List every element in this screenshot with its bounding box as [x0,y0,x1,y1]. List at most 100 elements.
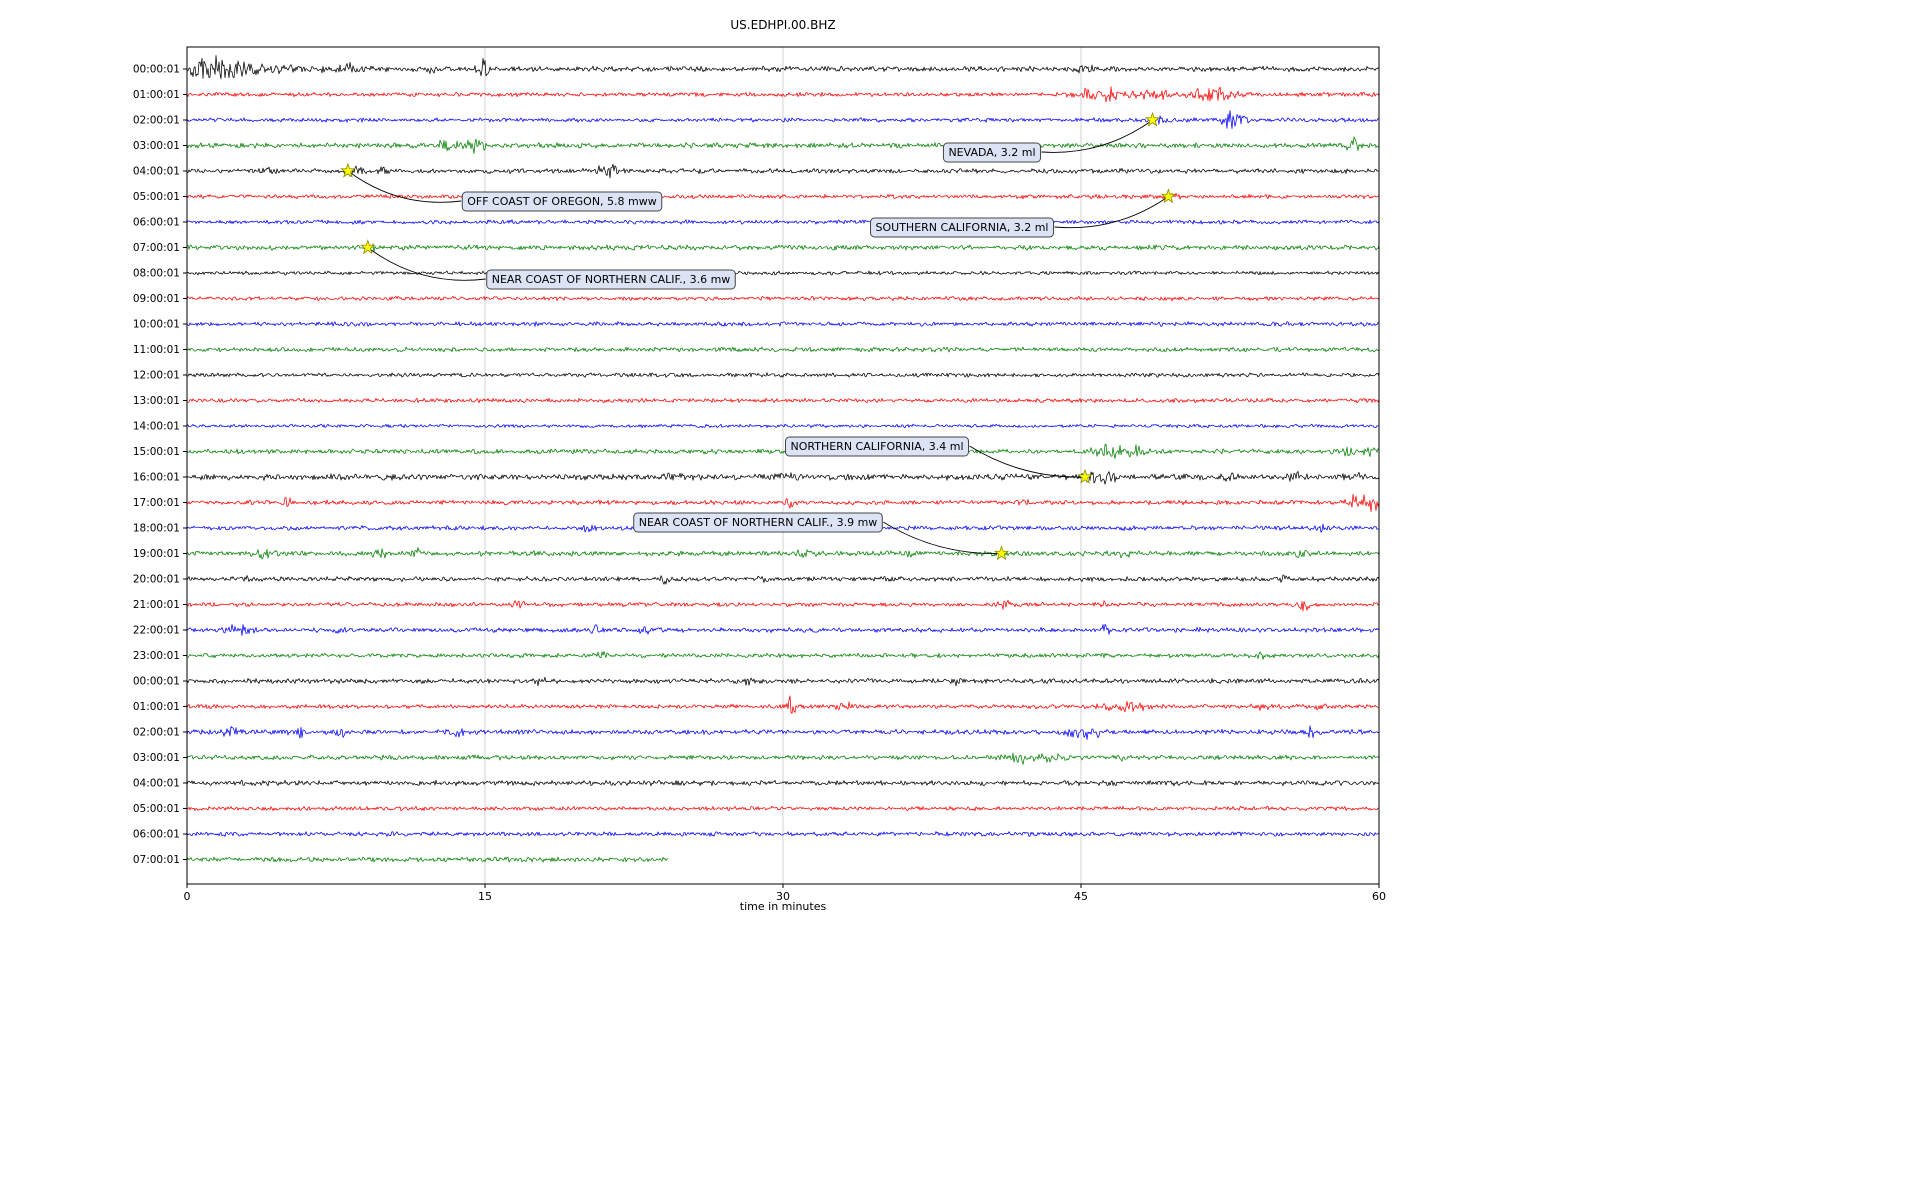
trace-row-14 [186,423,1380,429]
row-time-label: 02:00:01 [133,115,180,127]
trace-row-22 [186,624,1380,636]
event-label-text: NEAR COAST OF NORTHERN CALIF., 3.9 mw [639,516,878,529]
trace-row-29 [186,805,1380,812]
event-label-box [486,269,736,290]
trace-row-12 [186,372,1380,378]
trace-row-28 [186,779,1380,787]
trace-row-31 [186,856,669,863]
row-time-label: 01:00:01 [133,89,180,101]
trace-row-2 [186,110,1380,129]
event-label-text: NORTHERN CALIFORNIA, 3.4 ml [791,440,964,453]
trace-row-5 [186,192,1380,200]
row-time-label: 05:00:01 [133,191,180,203]
row-time-label: 20:00:01 [133,574,180,586]
row-time-label: 04:00:01 [133,166,180,178]
trace-row-6 [186,219,1380,225]
row-time-label: 18:00:01 [133,523,180,535]
row-time-label: 21:00:01 [133,599,180,611]
row-time-label: 14:00:01 [133,421,180,433]
x-tick-label: 30 [776,890,790,903]
trace-row-23 [186,651,1380,660]
trace-row-8 [186,270,1380,276]
annotation-layer: NEVADA, 3.2 ml OFF COAST OF OREGON, 5.8 m… [340,111,1177,561]
event-label-box [633,512,883,533]
event-leader-line [883,521,1002,555]
x-tick-label: 0 [184,890,191,903]
trace-row-27 [186,752,1380,765]
row-time-label: 00:00:01 [133,676,180,688]
row-time-label: 02:00:01 [133,727,180,739]
event-label-box [785,436,969,457]
trace-row-9 [186,295,1380,302]
event-leader-line [1054,196,1169,229]
event-annotation: NORTHERN CALIFORNIA, 3.4 ml [785,436,1093,484]
event-star [993,545,1010,561]
trace-row-30 [186,831,1380,837]
grid-layer [484,47,1082,884]
event-label-box [461,191,663,212]
event-leader-line [1041,119,1153,153]
trace-row-3 [186,136,1380,154]
event-label-box [870,217,1054,238]
row-time-label: 07:00:01 [133,854,180,866]
row-time-label: 03:00:01 [133,140,180,152]
trace-row-7 [186,243,1380,253]
event-star [340,162,356,178]
event-annotation: NEVADA, 3.2 ml [942,111,1161,163]
x-axis-label: time in minutes [740,900,827,913]
event-annotation: OFF COAST OF OREGON, 5.8 mww [340,162,663,212]
row-time-label: 05:00:01 [133,803,180,815]
trace-row-17 [186,493,1380,513]
row-time-label: 22:00:01 [133,625,180,637]
row-time-label: 04:00:01 [133,778,180,790]
row-time-label: 06:00:01 [133,829,180,841]
row-time-label: 07:00:01 [133,242,180,254]
row-time-label: 19:00:01 [133,548,180,560]
row-time-label: 23:00:01 [133,650,180,662]
trace-row-15 [186,443,1380,459]
trace-row-13 [186,397,1380,404]
trace-row-20 [186,574,1380,585]
trace-row-19 [186,547,1380,560]
row-time-label: 12:00:01 [133,370,180,382]
row-time-label: 01:00:01 [133,701,180,713]
row-time-label: 16:00:01 [133,472,180,484]
event-leader-line [347,170,462,203]
event-star [1077,468,1093,484]
event-label-box [942,142,1042,163]
plot-title: US.EDHPI.00.BHZ [730,18,835,32]
event-star [1160,188,1177,204]
trace-row-25 [186,695,1380,714]
event-annotation: NEAR COAST OF NORTHERN CALIF., 3.6 mw [359,239,736,290]
event-leader-line [969,445,1086,478]
row-time-label: 06:00:01 [133,217,180,229]
event-annotation: NEAR COAST OF NORTHERN CALIF., 3.9 mw [633,512,1010,561]
x-tick-label: 60 [1372,890,1386,903]
row-time-label: 15:00:01 [133,446,180,458]
event-leader-line [367,247,486,281]
row-time-label: 10:00:01 [133,319,180,331]
row-time-label: 11:00:01 [133,344,180,356]
event-label-text: NEAR COAST OF NORTHERN CALIF., 3.6 mw [492,273,731,286]
event-annotation: SOUTHERN CALIFORNIA, 3.2 ml [870,188,1177,238]
row-time-label: 00:00:01 [133,64,180,76]
trace-row-26 [186,725,1380,740]
trace-row-4 [186,163,1380,179]
event-label-text: NEVADA, 3.2 ml [948,146,1035,159]
trace-row-10 [186,321,1380,327]
event-label-text: SOUTHERN CALIFORNIA, 3.2 ml [876,221,1049,234]
row-time-label: 17:00:01 [133,497,180,509]
event-star [1144,111,1161,127]
trace-row-16 [186,471,1380,485]
row-time-label: 09:00:01 [133,293,180,305]
trace-row-1 [186,86,1380,103]
row-time-label: 13:00:01 [133,395,180,407]
trace-row-24 [186,676,1380,687]
axis-layer: 0 15 30 45 60 00:00:01 01:00:01 02:00:01 03:00:0… [133,46,1386,903]
row-time-label: 08:00:01 [133,268,180,280]
row-time-label: 03:00:01 [133,752,180,764]
event-star [359,239,376,255]
trace-row-21 [186,599,1380,612]
